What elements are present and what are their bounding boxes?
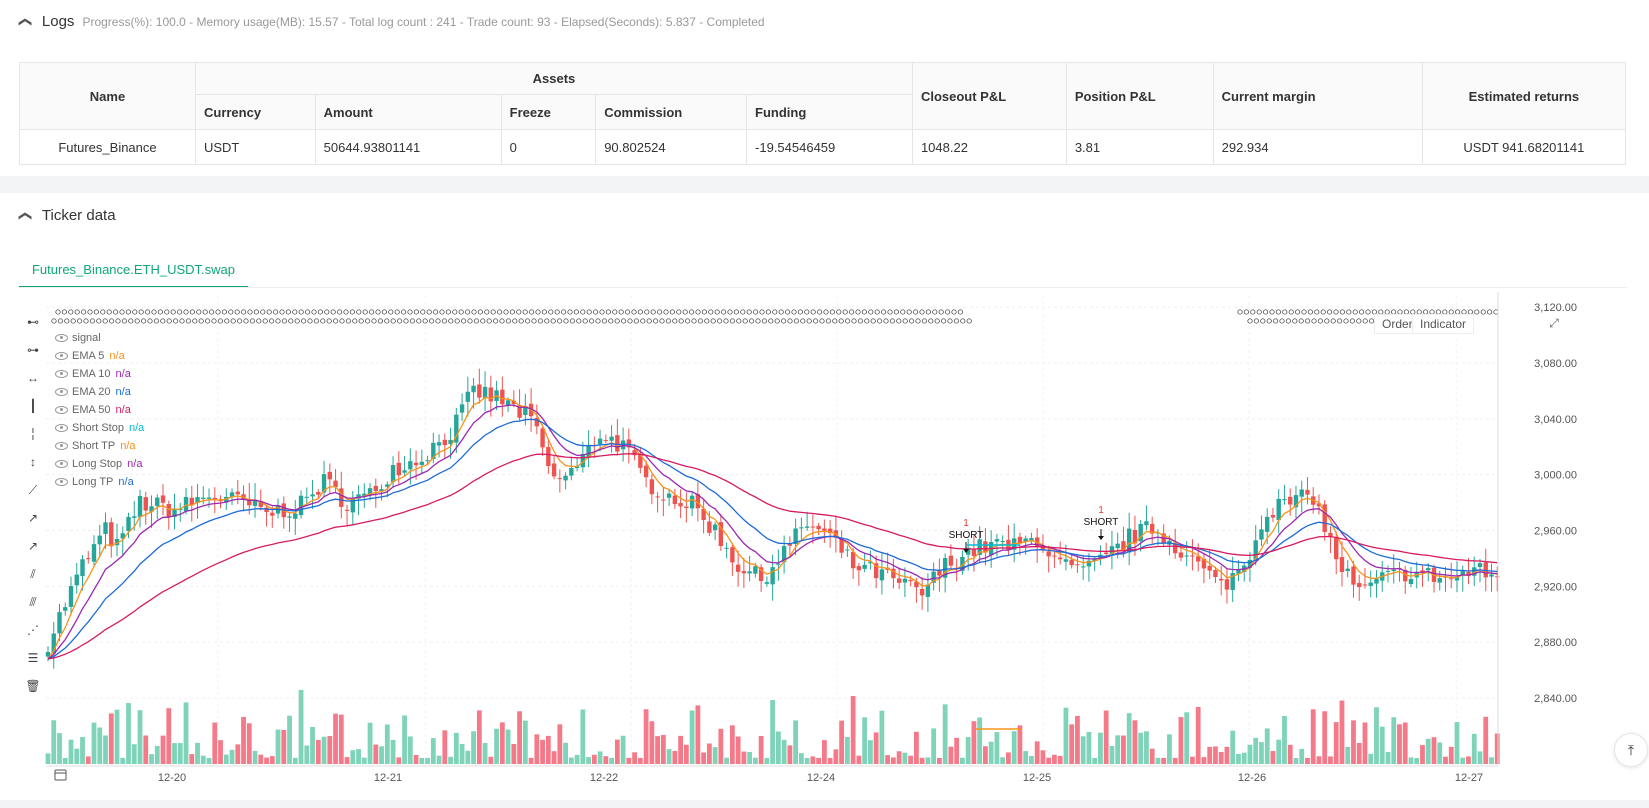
legend-label: EMA 20 — [72, 386, 111, 398]
fib-retracement-icon[interactable]: ☰ — [27, 651, 39, 665]
legend-label: Long TP — [72, 476, 114, 488]
legend-value: n/a — [115, 386, 131, 398]
assets-header: Assets — [194, 62, 913, 95]
freeze-header: Freeze — [500, 94, 597, 130]
trash-icon[interactable]: 🗑 — [25, 679, 41, 693]
position-header: Position P&L — [1065, 62, 1214, 130]
table-row: Futures_Binance USDT 50644.93801141 0 90… — [19, 129, 1627, 165]
legend-label: Short Stop — [72, 422, 124, 434]
parallel-channel-icon[interactable]: ⫻ — [29, 594, 37, 609]
eye-icon[interactable] — [55, 388, 68, 396]
legend-item[interactable]: Long TP n/a — [55, 473, 144, 491]
vertical-line-icon[interactable]: ┃ — [29, 399, 37, 413]
assets-table: Name Assets Closeout P&L Position P&L Cu… — [19, 62, 1627, 165]
name-header: Name — [19, 62, 196, 130]
order-button[interactable]: Order — [1374, 314, 1421, 334]
legend-item[interactable]: Long Stop n/a — [55, 455, 144, 473]
eye-icon[interactable] — [55, 460, 68, 468]
extended-line-icon[interactable]: ↔ — [27, 371, 39, 385]
ray-line-icon[interactable]: ↗ — [27, 511, 39, 525]
trend-line-icon[interactable]: ⟋ — [28, 482, 38, 497]
fib-channel-icon[interactable]: ⋰ — [27, 623, 39, 637]
legend-label: signal — [72, 332, 101, 344]
indicator-button[interactable]: Indicator — [1412, 314, 1475, 334]
legend-value: n/a — [115, 368, 131, 380]
legend-value: n/a — [115, 404, 131, 416]
eye-icon[interactable] — [55, 370, 68, 378]
price-line-icon[interactable]: ⫽ — [30, 566, 36, 581]
legend-value: n/a — [109, 350, 125, 362]
legend-item[interactable]: Short Stop n/a — [55, 419, 144, 437]
logs-title: Logs — [41, 13, 75, 30]
legend-value: n/a — [128, 422, 145, 434]
eye-icon[interactable] — [55, 334, 68, 342]
legend-label: Short TP — [72, 440, 116, 452]
eye-icon[interactable] — [55, 424, 68, 432]
legend-label: EMA 5 — [72, 350, 105, 362]
cell-commission: 90.802524 — [595, 129, 748, 165]
drawing-toolbar: ⊷ ⊶ ↔ ┃ ╎ ↕ ⟋ ↗ ↗ ⫽ ⫻ ⋰ ☰ 🗑 — [22, 308, 44, 700]
cell-name: Futures_Binance — [19, 129, 196, 165]
legend-item[interactable]: signal — [55, 329, 144, 347]
legend-value: n/a — [120, 440, 136, 452]
legend-value: n/a — [118, 476, 134, 488]
eye-icon[interactable] — [55, 442, 68, 450]
cell-amount: 50644.93801141 — [314, 129, 502, 165]
tab-divider — [19, 287, 1627, 288]
horizontal-ray-icon[interactable]: ⊶ — [27, 343, 39, 357]
cell-closeout: 1048.22 — [911, 129, 1067, 165]
ticker-header[interactable]: ❯ Ticker data — [16, 207, 116, 224]
cell-margin: 292.934 — [1212, 129, 1423, 165]
logs-meta: Progress(%): 100.0 - Memory usage(MB): 1… — [82, 14, 765, 29]
chevron-down-icon[interactable]: ❯ — [16, 210, 32, 221]
cell-currency: USDT — [194, 129, 316, 165]
margin-header: Current margin — [1212, 62, 1423, 130]
legend-value: n/a — [127, 458, 143, 470]
eye-icon[interactable] — [55, 406, 68, 414]
eye-icon[interactable] — [55, 478, 68, 486]
logs-header[interactable]: ❯ Logs Progress(%): 100.0 - Memory usage… — [16, 13, 765, 30]
legend-label: EMA 10 — [72, 368, 111, 380]
legend-label: Long Stop — [72, 458, 123, 470]
amount-header: Amount — [314, 94, 502, 130]
cell-funding: -19.54546459 — [746, 129, 913, 165]
fullscreen-icon[interactable]: ⤢ — [1549, 316, 1559, 330]
chart-legend: signal EMA 5 n/a EMA 10 n/a EMA 20 n/a EMA 50 n/… — [55, 329, 144, 491]
commission-header: Commission — [595, 94, 748, 130]
legend-item[interactable]: EMA 20 n/a — [55, 383, 144, 401]
ticker-title: Ticker data — [41, 207, 116, 224]
tab-eth-usdt-swap[interactable]: Futures_Binance.ETH_USDT.swap — [19, 253, 248, 288]
cell-returns: USDT 941.68201141 — [1421, 129, 1627, 165]
funding-header: Funding — [746, 94, 913, 130]
cell-position: 3.81 — [1065, 129, 1214, 165]
horizontal-line-icon[interactable]: ⊷ — [27, 315, 39, 329]
legend-label: EMA 50 — [72, 404, 111, 416]
legend-item[interactable]: EMA 50 n/a — [55, 401, 144, 419]
eye-icon[interactable] — [55, 352, 68, 360]
scroll-top-icon[interactable]: ⤒ — [1614, 733, 1648, 767]
legend-item[interactable]: EMA 5 n/a — [55, 347, 144, 365]
currency-header: Currency — [194, 94, 316, 130]
legend-item[interactable]: EMA 10 n/a — [55, 365, 144, 383]
arrow-line-icon[interactable]: ↗ — [27, 539, 39, 553]
price-range-icon[interactable]: ↕ — [30, 455, 36, 469]
cell-freeze: 0 — [500, 129, 597, 165]
logs-card: ❯ Logs Progress(%): 100.0 - Memory usage… — [0, 0, 1649, 176]
vertical-segment-icon[interactable]: ╎ — [29, 427, 37, 441]
legend-item[interactable]: Short TP n/a — [55, 437, 144, 455]
returns-header: Estimated returns — [1421, 62, 1627, 130]
closeout-header: Closeout P&L — [911, 62, 1067, 130]
chevron-down-icon[interactable]: ❯ — [16, 16, 32, 27]
